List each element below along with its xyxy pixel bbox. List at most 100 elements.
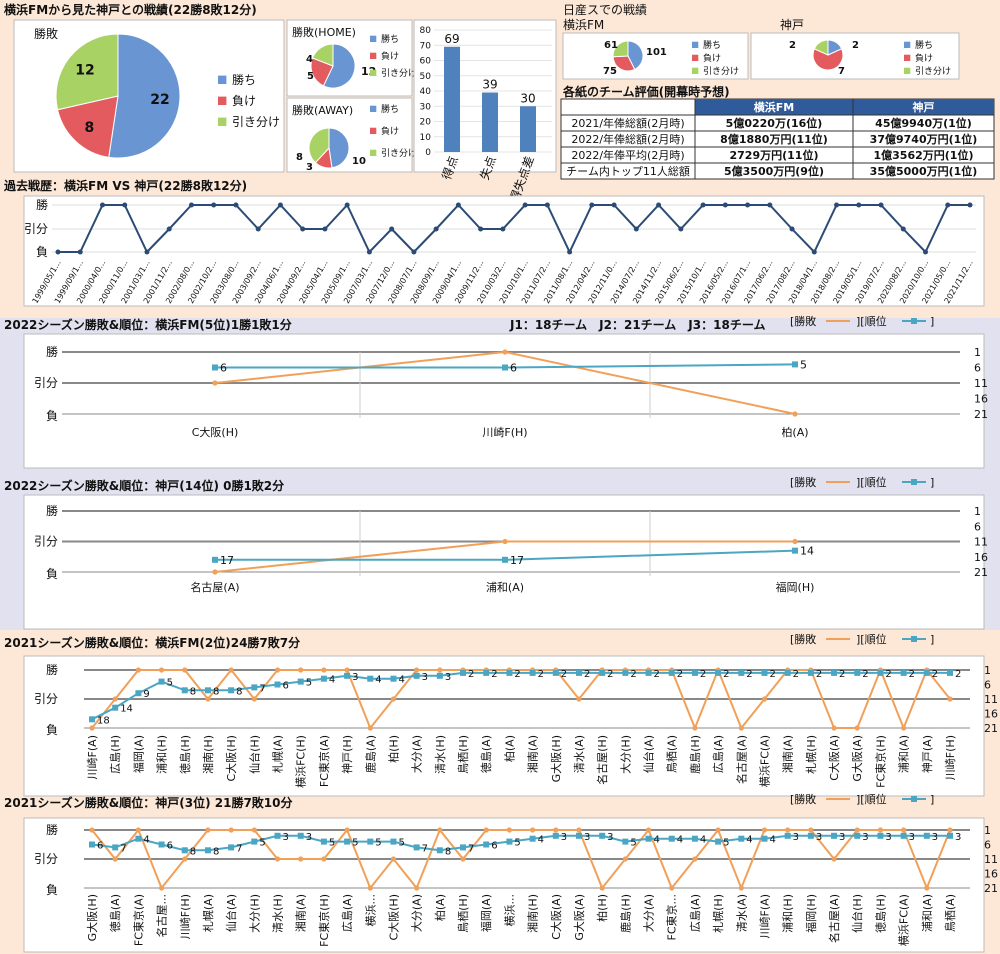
season-2-rank-point-2 <box>135 690 142 697</box>
season-3-rank-point-14 <box>413 844 420 851</box>
season-3-xlabel-35: 横浜FC(A) <box>897 894 911 946</box>
season-2-rank-label-19: 2 <box>538 669 544 680</box>
season-3-wl-point-12 <box>367 885 373 891</box>
overall-pie-slice-0 <box>108 33 181 159</box>
nissan-yfm-win: 101 <box>646 47 667 58</box>
season-2-rank-label-11: 3 <box>352 672 358 683</box>
season-3-rank-label-31: 3 <box>816 832 822 843</box>
nissan-yfm-pie-slice-2 <box>612 40 629 58</box>
eval-cell-3-1: 5億3500万円(9位) <box>724 164 824 178</box>
eval-cell-1-0: 2022/年俸総額(2月時) <box>571 132 684 146</box>
season-0-rank-point-0 <box>212 364 218 371</box>
season-2-rtick-1: 1 <box>984 664 991 677</box>
history-point-18 <box>455 202 461 208</box>
season-3-wl-point-3 <box>158 885 165 891</box>
season-0-wl-point-0 <box>212 380 218 386</box>
season-2-wl-point-3 <box>158 667 165 673</box>
season-3-wl-point-37 <box>947 827 953 833</box>
season-3-title: 2021シーズン勝敗&順位：神戸(3位) 21勝7敗10分 <box>4 795 293 810</box>
season-1-rank-label-2: 14 <box>800 545 814 558</box>
season-3-wl-point-26 <box>692 856 698 862</box>
season-2-rank-label-7: 7 <box>259 683 265 694</box>
season-2-wl-point-32 <box>831 725 837 731</box>
history-point-1 <box>77 249 83 255</box>
season-3-rank-label-24: 4 <box>654 835 660 846</box>
season-3-xlabel-16: 鳥栖(H) <box>456 894 470 933</box>
season-2-rank-point-23 <box>622 669 629 676</box>
season-2-rank-point-20 <box>552 669 559 676</box>
season-2-rank-point-18 <box>506 669 513 676</box>
season-3-rtick-21: 21 <box>984 882 998 895</box>
season-2-rtick-11: 11 <box>984 693 998 706</box>
overall-pie-label-1: 8 <box>84 120 94 136</box>
nissan-yfm-panel <box>562 32 749 80</box>
season-2-xlabel-25: 鳥栖(A) <box>665 735 679 773</box>
season-3-rank-point-3 <box>158 841 165 848</box>
season-2-xlabel-20: G大阪(H) <box>549 735 563 782</box>
season-0-ylabel-0: 勝 <box>46 344 58 359</box>
season-2-xlabel-16: 鳥栖(H) <box>456 735 470 774</box>
season-2-rank-label-22: 2 <box>607 669 613 680</box>
season-1-legend-rank-marker <box>911 479 917 485</box>
season-2-ylabel-1: 引分 <box>34 692 58 706</box>
season-2-wl-point-29 <box>761 696 768 702</box>
season-2-xlabel-15: 清水(H) <box>434 735 447 774</box>
nissan-kobe-legend-text-0: 勝ち <box>915 39 933 51</box>
eval-header-1: 横浜FM <box>754 100 794 114</box>
season-0-legend-wl-text: [勝敗 <box>790 314 816 328</box>
season-3-rank-label-33: 3 <box>862 832 868 843</box>
history-point-9 <box>255 226 261 232</box>
season-1-legend-close-text: ] <box>930 476 934 489</box>
season-2-rank-point-30 <box>784 669 791 676</box>
season-0-rtick-11: 11 <box>974 377 988 390</box>
season-0-rank-label-2: 5 <box>800 358 807 371</box>
season-3-xlabel-31: 福岡(H) <box>804 894 818 933</box>
goals-ytick-10: 10 <box>420 133 432 143</box>
history-point-15 <box>389 226 395 232</box>
season-3-wl-point-4 <box>182 856 188 862</box>
history-point-34 <box>811 249 817 255</box>
season-2-rank-label-27: 2 <box>723 669 729 680</box>
season-3-rtick-16: 16 <box>984 868 998 881</box>
season-3-wl-point-21 <box>576 827 582 833</box>
away-legend-text-2: 引き分け <box>381 148 417 159</box>
season-2-wl-point-28 <box>738 725 744 731</box>
season-2-rank-point-36 <box>923 669 930 676</box>
season-3-wl-point-35 <box>901 827 907 833</box>
season-3-wl-point-19 <box>529 827 536 833</box>
history-line <box>58 203 970 255</box>
season-3-wl-point-30 <box>785 827 791 833</box>
season-2-xlabel-32: C大阪(A) <box>827 735 841 781</box>
season-3-xlabel-15: 柏(A) <box>433 894 447 921</box>
season-3-wl-point-34 <box>877 827 884 833</box>
nissan-yfm-legend-swatch-2 <box>692 67 699 74</box>
eval-cell-0-1: 5億0220万(16位) <box>726 116 823 130</box>
history-point-22 <box>544 202 550 208</box>
away-pie-label: 勝敗(AWAY) <box>292 103 353 117</box>
season-3-xlabel-30: 浦和(H) <box>782 894 795 933</box>
season-2-rank-point-8 <box>274 681 281 688</box>
season-2-rank-label-16: 2 <box>468 669 474 680</box>
season-3-rank-point-6 <box>228 844 235 851</box>
nissan-yfm-draw: 61 <box>604 40 618 51</box>
season-3-rank-label-13: 5 <box>398 838 404 849</box>
season-3-xlabel-19: 湘南(H) <box>526 894 540 933</box>
season-3-xlabel-5: 札幌(A) <box>201 894 215 932</box>
goals-ytick-20: 20 <box>420 118 432 128</box>
season-2-wl-line <box>91 667 951 731</box>
away-pie-slice-2 <box>308 127 330 164</box>
history-point-5 <box>166 226 172 232</box>
season-2-wl-point-8 <box>274 667 281 673</box>
goals-bar-2 <box>520 106 536 152</box>
season-3-wl-point-32 <box>831 856 837 862</box>
home-pie-slice-1 <box>310 57 334 87</box>
season-3-ylabel-1: 引分 <box>34 852 58 866</box>
season-2-rank-label-24: 2 <box>654 669 660 680</box>
season-2-rank-label-18: 2 <box>514 669 520 680</box>
season-1-xlabel-2: 福岡(H) <box>776 580 815 594</box>
season-2-xlabel-13: 柏(H) <box>386 735 400 763</box>
season-3-rtick-11: 11 <box>984 853 998 866</box>
season-3-rtick-6: 6 <box>984 839 991 852</box>
season-3-rank-label-2: 4 <box>143 835 149 846</box>
season-3-xlabel-25: FC東京... <box>665 894 679 941</box>
